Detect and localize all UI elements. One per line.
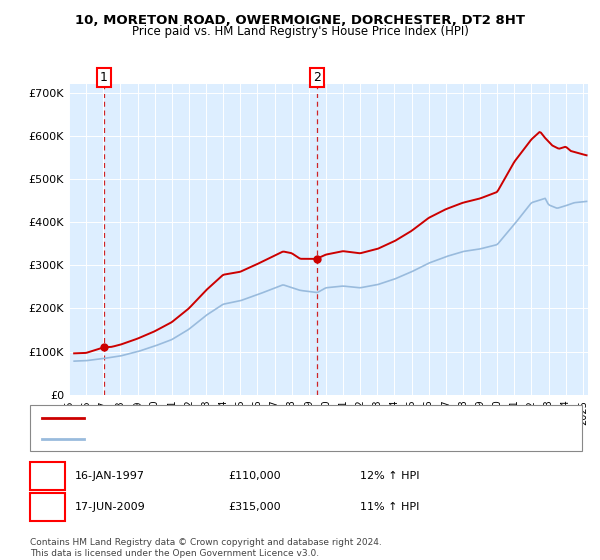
Text: Contains HM Land Registry data © Crown copyright and database right 2024.
This d: Contains HM Land Registry data © Crown c… <box>30 538 382 558</box>
Text: 12% ↑ HPI: 12% ↑ HPI <box>360 471 419 481</box>
Text: 1: 1 <box>43 469 52 483</box>
Text: HPI: Average price, detached house, Dorset: HPI: Average price, detached house, Dors… <box>87 435 305 444</box>
Text: 1: 1 <box>100 71 108 84</box>
Text: 11% ↑ HPI: 11% ↑ HPI <box>360 502 419 512</box>
Text: 17-JUN-2009: 17-JUN-2009 <box>75 502 146 512</box>
Text: 2: 2 <box>43 500 52 514</box>
Text: 10, MORETON ROAD, OWERMOIGNE, DORCHESTER, DT2 8HT: 10, MORETON ROAD, OWERMOIGNE, DORCHESTER… <box>75 14 525 27</box>
Text: 2: 2 <box>313 71 320 84</box>
Text: 16-JAN-1997: 16-JAN-1997 <box>75 471 145 481</box>
Text: £315,000: £315,000 <box>228 502 281 512</box>
Text: £110,000: £110,000 <box>228 471 281 481</box>
Text: 10, MORETON ROAD, OWERMOIGNE, DORCHESTER, DT2 8HT (detached house): 10, MORETON ROAD, OWERMOIGNE, DORCHESTER… <box>87 413 481 423</box>
Text: Price paid vs. HM Land Registry's House Price Index (HPI): Price paid vs. HM Land Registry's House … <box>131 25 469 38</box>
